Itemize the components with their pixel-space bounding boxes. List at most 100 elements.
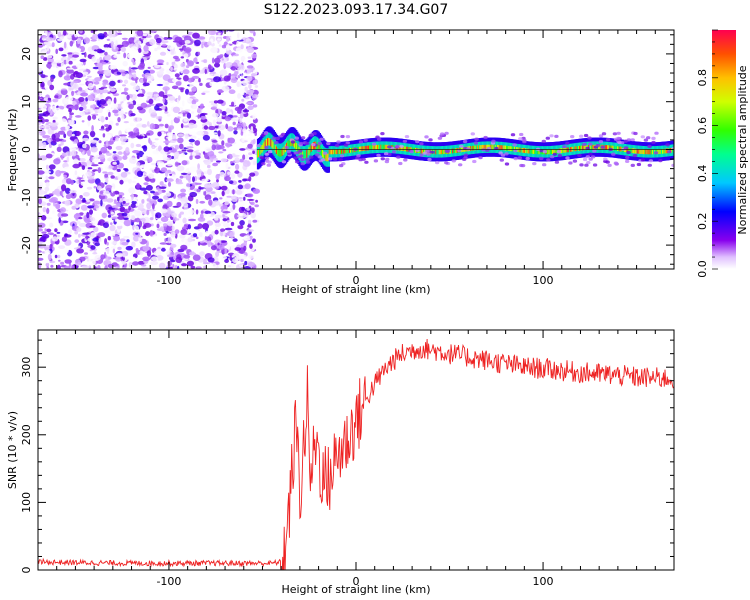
noise-blob [132, 85, 141, 91]
noise-blob [126, 239, 130, 243]
noise-blob [211, 57, 215, 64]
noise-blob [81, 120, 85, 123]
noise-blob [47, 97, 52, 101]
signal-speckle [415, 140, 420, 144]
noise-blob [139, 250, 144, 256]
signal-speckle [586, 161, 591, 165]
signal-speckle [267, 150, 273, 154]
signal-speckle [651, 140, 656, 145]
noise-blob [46, 164, 49, 170]
noise-blob [78, 87, 83, 91]
noise-blob [58, 47, 64, 52]
noise-blob [247, 143, 253, 149]
signal-speckle [444, 161, 449, 165]
noise-blob [128, 205, 131, 211]
signal-speckle [617, 140, 622, 145]
signal-speckle [463, 153, 468, 157]
signal-speckle [358, 140, 364, 144]
noise-blob [197, 217, 206, 222]
noise-blob [87, 149, 91, 157]
noise-blob [192, 68, 200, 74]
noise-blob [82, 143, 87, 149]
noise-blob [187, 91, 196, 96]
noise-blob [255, 199, 258, 203]
noise-blob [44, 228, 47, 232]
noise-blob [192, 32, 200, 39]
signal-speckle [261, 162, 266, 166]
noise-blob [202, 134, 210, 141]
noise-blob [121, 72, 126, 77]
signal-speckle [585, 146, 590, 150]
noise-blob [216, 34, 222, 38]
noise-blob [174, 229, 180, 234]
noise-blob [214, 217, 219, 221]
noise-blob [204, 213, 207, 217]
noise-blob [147, 95, 151, 99]
noise-blob [227, 126, 234, 132]
noise-blob [62, 30, 67, 36]
noise-blob [158, 116, 163, 120]
noise-blob [65, 125, 70, 130]
noise-blob [188, 138, 195, 143]
noise-blob [79, 148, 84, 152]
noise-blob [90, 146, 98, 153]
noise-blob [71, 205, 77, 210]
noise-blob [179, 175, 184, 179]
noise-blob [107, 157, 114, 162]
noise-blob [213, 157, 218, 161]
signal-speckle [646, 136, 651, 140]
noise-blob [96, 185, 102, 191]
noise-blob [42, 141, 47, 148]
noise-blob [201, 92, 206, 96]
signal-speckle [633, 131, 638, 136]
noise-blob [150, 256, 159, 262]
noise-blob [94, 127, 98, 134]
noise-blob [132, 61, 136, 66]
colorbar-label: Normalized spectral amplitude [736, 65, 749, 234]
signal-speckle [651, 136, 656, 140]
noise-blob [177, 265, 180, 269]
noise-blob [157, 63, 164, 66]
noise-blob [122, 200, 126, 204]
noise-blob [142, 153, 147, 160]
noise-blob [216, 145, 225, 150]
noise-blob [161, 131, 165, 136]
noise-blob [159, 242, 168, 245]
noise-blob [128, 131, 134, 136]
noise-blob [247, 105, 254, 111]
noise-blob [149, 178, 156, 183]
noise-blob [68, 108, 72, 113]
noise-blob [194, 155, 201, 160]
noise-blob [226, 220, 231, 223]
signal-speckle [398, 161, 403, 166]
noise-blob [193, 57, 198, 63]
noise-blob [164, 32, 169, 36]
noise-blob [97, 264, 101, 269]
noise-blob [50, 76, 54, 83]
noise-blob [136, 197, 144, 200]
noise-blob [79, 30, 83, 34]
noise-blob [79, 58, 87, 63]
noise-blob [159, 67, 165, 72]
noise-blob [74, 259, 81, 266]
noise-blob [221, 190, 225, 197]
noise-blob [90, 39, 97, 42]
y-tick-label: 300 [20, 357, 33, 378]
noise-blob [158, 262, 166, 269]
noise-blob [145, 231, 150, 237]
noise-blob [211, 106, 218, 111]
noise-blob [242, 128, 247, 133]
colorbar-tick-label: 0.8 [696, 69, 709, 87]
noise-blob [197, 163, 201, 170]
noise-blob [94, 107, 100, 110]
signal-speckle [562, 145, 567, 149]
noise-blob [71, 90, 75, 97]
noise-blob [131, 59, 135, 63]
noise-blob [91, 125, 94, 132]
noise-blob [183, 125, 189, 128]
noise-blob [81, 165, 86, 171]
noise-blob [247, 137, 252, 143]
noise-blob [117, 215, 125, 220]
noise-blob [192, 233, 198, 238]
signal-speckle [281, 160, 287, 164]
